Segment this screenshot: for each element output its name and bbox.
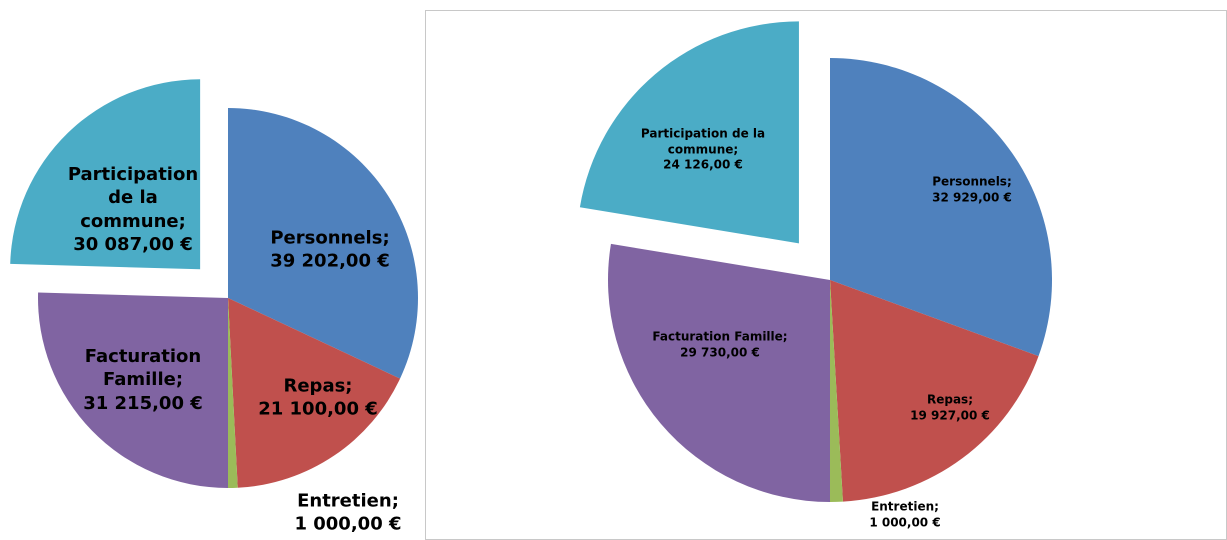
slice-label: Facturation Famille; 29 730,00 € <box>630 329 810 360</box>
pie-slice <box>38 292 229 488</box>
pie-slice <box>608 243 830 502</box>
value-label: 19 927,00 € <box>910 408 990 422</box>
value-label: 21 100,00 € <box>258 399 378 420</box>
category: Personnels; <box>270 227 390 249</box>
pie-slice <box>228 298 401 488</box>
value-label: 29 730,00 € <box>680 345 760 359</box>
slice-label: Repas; 21 100,00 € <box>243 375 393 422</box>
pie-slice <box>10 79 201 270</box>
slice-label: Repas; 19 927,00 € <box>890 392 1010 423</box>
value-label: 24 126,00 € <box>663 157 743 172</box>
value-label: 1 000,00 € <box>869 515 941 529</box>
slice-label: Participation de la commune; 24 126,00 € <box>618 127 788 174</box>
category: Personnels; <box>932 174 1012 189</box>
pie-slice <box>830 280 843 502</box>
value-label: 32 929,00 € <box>932 190 1012 204</box>
value-label: 1 000,00 € <box>294 514 402 535</box>
slice-label: Facturation Famille; 31 215,00 € <box>68 345 218 415</box>
slice-label: Entretien; 1 000,00 € <box>860 499 950 530</box>
slice-label: Personnels; 32 929,00 € <box>912 174 1032 205</box>
pie-slice <box>228 108 419 379</box>
category: Facturation Famille; <box>652 329 788 344</box>
category: Repas; <box>926 392 973 407</box>
value-label: 31 215,00 € <box>83 392 203 414</box>
pie-slice <box>830 280 1039 502</box>
slice-label: Personnels; 39 202,00 € <box>255 227 405 274</box>
slice-label: Participation de la commune; 30 087,00 € <box>53 163 213 257</box>
value-label: 30 087,00 € <box>73 234 193 256</box>
category: Participation de la commune; <box>640 126 766 157</box>
category: Entretien; <box>871 499 939 514</box>
pie-slice <box>830 58 1052 357</box>
category: Entretien; <box>297 490 399 512</box>
pie-slice <box>579 21 799 244</box>
slice-label: Entretien; 1 000,00 € <box>288 490 408 537</box>
category: Participation de la commune; <box>67 164 199 232</box>
category: Repas; <box>283 375 353 397</box>
pie-slice <box>228 298 238 488</box>
value-label: 39 202,00 € <box>270 251 390 272</box>
category: Facturation Famille; <box>84 345 202 391</box>
